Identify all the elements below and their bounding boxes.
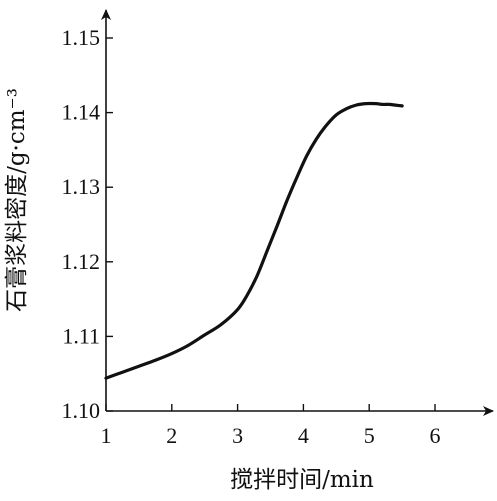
y-tick-label: 1.12 <box>62 249 101 274</box>
density-curve <box>104 101 404 380</box>
y-tick-label: 1.14 <box>62 100 101 125</box>
x-tick-label: 4 <box>298 423 309 448</box>
x-tick-label: 2 <box>166 423 177 448</box>
x-tick-label: 3 <box>232 423 243 448</box>
x-tick-label: 6 <box>430 423 441 448</box>
y-axis-ticks: 1.10 1.11 1.12 1.13 1.14 1.15 <box>62 25 113 423</box>
x-tick-label: 5 <box>364 423 375 448</box>
y-tick-label: 1.10 <box>62 398 101 423</box>
y-tick-label: 1.13 <box>62 174 101 199</box>
x-axis-title: 搅拌时间/min <box>230 467 374 493</box>
y-tick-label: 1.15 <box>62 25 101 50</box>
y-axis-title: 石膏浆料密度/g·cm⁻³ <box>4 88 30 312</box>
x-tick-label: 1 <box>101 423 112 448</box>
y-tick-label: 1.11 <box>62 323 100 348</box>
